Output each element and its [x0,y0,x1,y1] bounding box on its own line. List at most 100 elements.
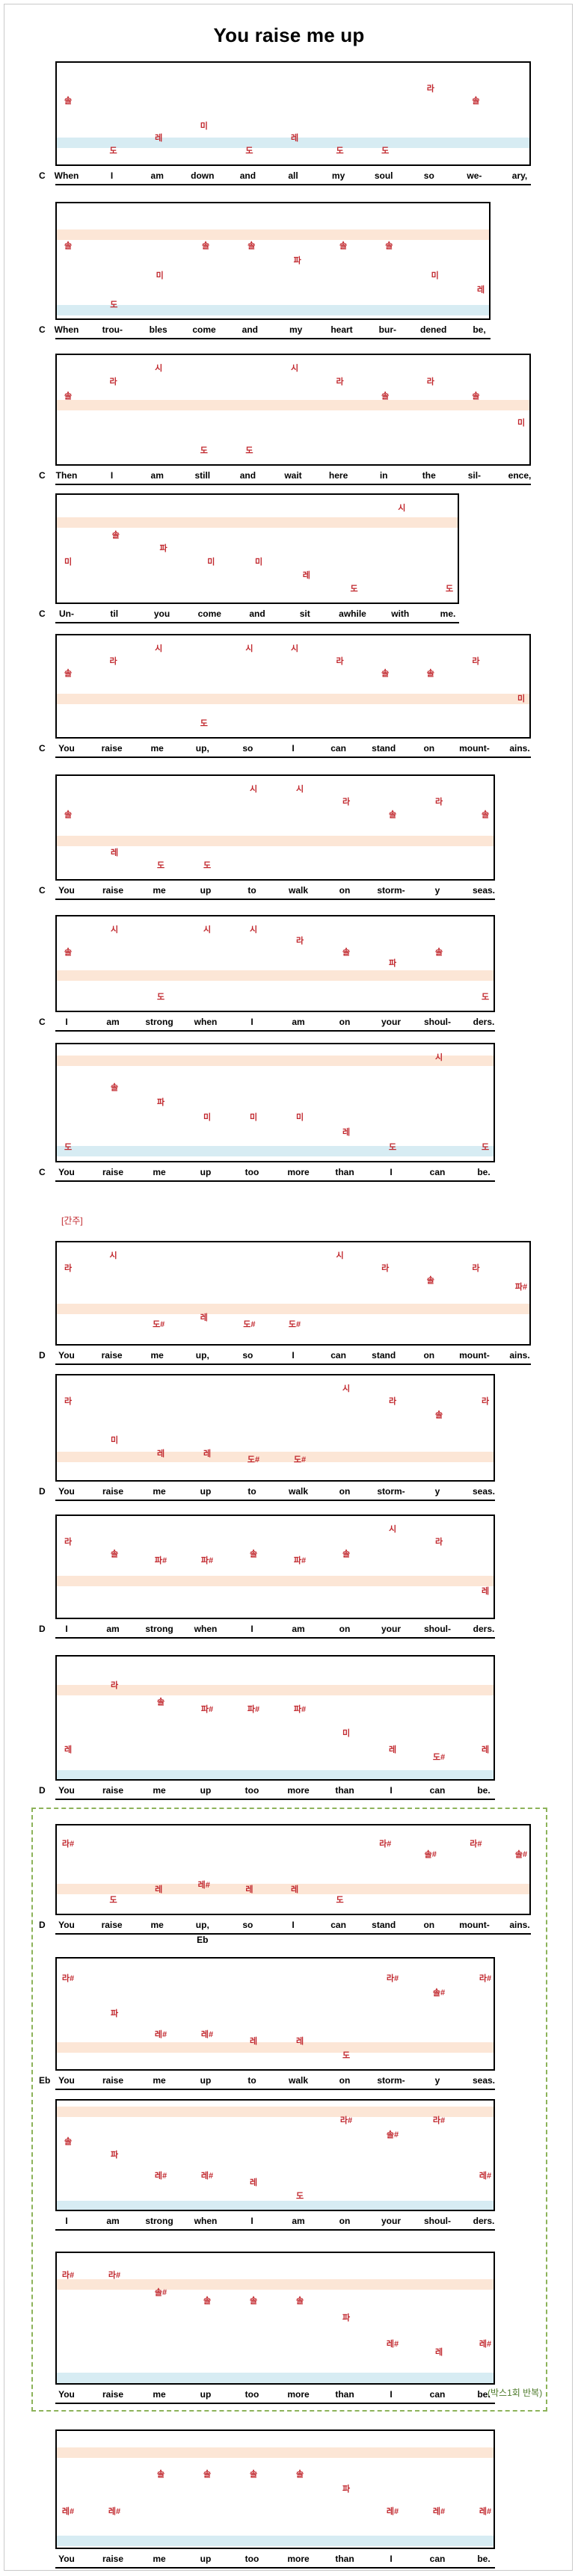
chord-symbol: C [39,170,46,181]
note-label: 솔 [434,948,443,957]
note-label: 도 [350,585,358,594]
lyric-word: Then [55,470,78,481]
note-label: 미 [156,271,164,280]
lyric-word: I [110,170,114,181]
note-label: 시 [155,364,163,373]
lyrics-line: You raise me up to walk on storm-y seas. [55,2072,495,2090]
lyric-word: I [292,1350,295,1361]
note-label: 파# [154,1556,167,1565]
lyric-word: dened [419,324,447,335]
lyric-word: be, [473,324,486,335]
note-label: 미 [200,121,208,131]
note-label: 파# [293,1705,307,1715]
lyric-word: shoul- [424,1624,451,1634]
lyric-word: more [287,1167,310,1177]
note-label: 라 [481,1397,490,1407]
note-label: 솔 [64,96,73,106]
note-label: 솔 [381,669,390,679]
chord-symbol: Eb [39,2075,51,2086]
lyric-word: me [150,743,164,754]
lyric-word: the [422,470,436,481]
highlight-band [57,2107,494,2117]
lyric-word: can [330,1920,346,1930]
repeat-label: (박스1회 반복) [488,2388,543,2398]
note-label: 솔 [249,2296,258,2305]
note-label: 레 [290,134,299,144]
note-label: 파 [110,2009,119,2018]
lyric-word: ders. [473,1017,495,1027]
page-title: You raise me up [213,24,365,46]
lyric-word: I [110,470,114,481]
note-label: 솔 [64,2136,73,2146]
note-label: 미 [254,558,263,567]
lyric-word: to [248,885,256,896]
lyric-word: to [248,1486,256,1497]
lyric-word: raise [102,885,124,896]
lyric-word: raise [102,2075,124,2086]
lyric-word: too [245,1167,259,1177]
note-label: 솔 [342,1550,351,1559]
note-label: 라# [61,1839,75,1849]
lyric-word: me [153,1486,166,1497]
note-label: 레# [108,2507,121,2516]
note-label: 솔 [295,2470,304,2479]
note-label: 솔 [201,241,210,251]
lyric-word: your [381,2216,402,2226]
note-label: 솔 [481,810,490,819]
lyric-word: and [239,170,256,181]
chord-symbol: C [39,743,46,754]
note-label: 라 [64,1263,73,1273]
note-label: 파 [159,544,167,553]
chord-symbol: C [39,885,46,896]
lyric-word: raise [102,2554,124,2564]
lyric-word: I [250,2216,253,2226]
lyric-word: mount- [459,1350,490,1361]
note-label: 시 [249,925,258,934]
note-label: 솔 [64,669,73,679]
lyric-word: bles [149,324,167,335]
chord-symbol: C [39,1017,46,1027]
lyric-word: come [192,324,216,335]
note-label: 레 [290,1885,299,1895]
lyric-word: shoul- [424,2216,451,2226]
lyric-word: You [58,1920,75,1930]
lyric-word: When [54,170,79,181]
note-label: 레# [197,1880,210,1890]
highlight-band [57,836,494,846]
note-label: 라# [108,2270,121,2280]
lyric-word: til [110,608,119,619]
note-label: 레# [200,2030,214,2039]
lyric-word: I [292,743,295,754]
note-label: 미 [110,1436,119,1446]
note-label: 시 [295,785,304,794]
lyric-word: I [390,1167,393,1177]
note-label: 도 [342,2051,351,2060]
note-label: 레# [61,2507,75,2516]
note-label: 솔# [424,1849,437,1859]
lyric-word: raise [102,1785,124,1796]
lyric-word: your [381,1017,402,1027]
chord-symbol: D [39,1486,46,1497]
note-label: 파# [247,1705,260,1715]
note-label: 레# [386,2507,399,2516]
note-label: 라 [336,378,344,387]
note-label: 라# [61,2270,75,2280]
highlight-band [57,1146,494,1156]
repeat-box [31,1808,547,2412]
note-label: 솔 [110,1083,119,1092]
note-label: 레 [64,1745,73,1754]
note-label: 라 [388,1397,397,1407]
note-label: 레 [481,1587,490,1597]
lyric-word: can [330,743,346,754]
note-label: 라 [434,798,443,807]
note-label: 도 [445,585,454,594]
lyric-word: storm- [377,2075,405,2086]
note-label: 레# [479,2507,492,2516]
lyric-word: on [339,2216,351,2226]
lyric-word: so [242,1920,253,1930]
